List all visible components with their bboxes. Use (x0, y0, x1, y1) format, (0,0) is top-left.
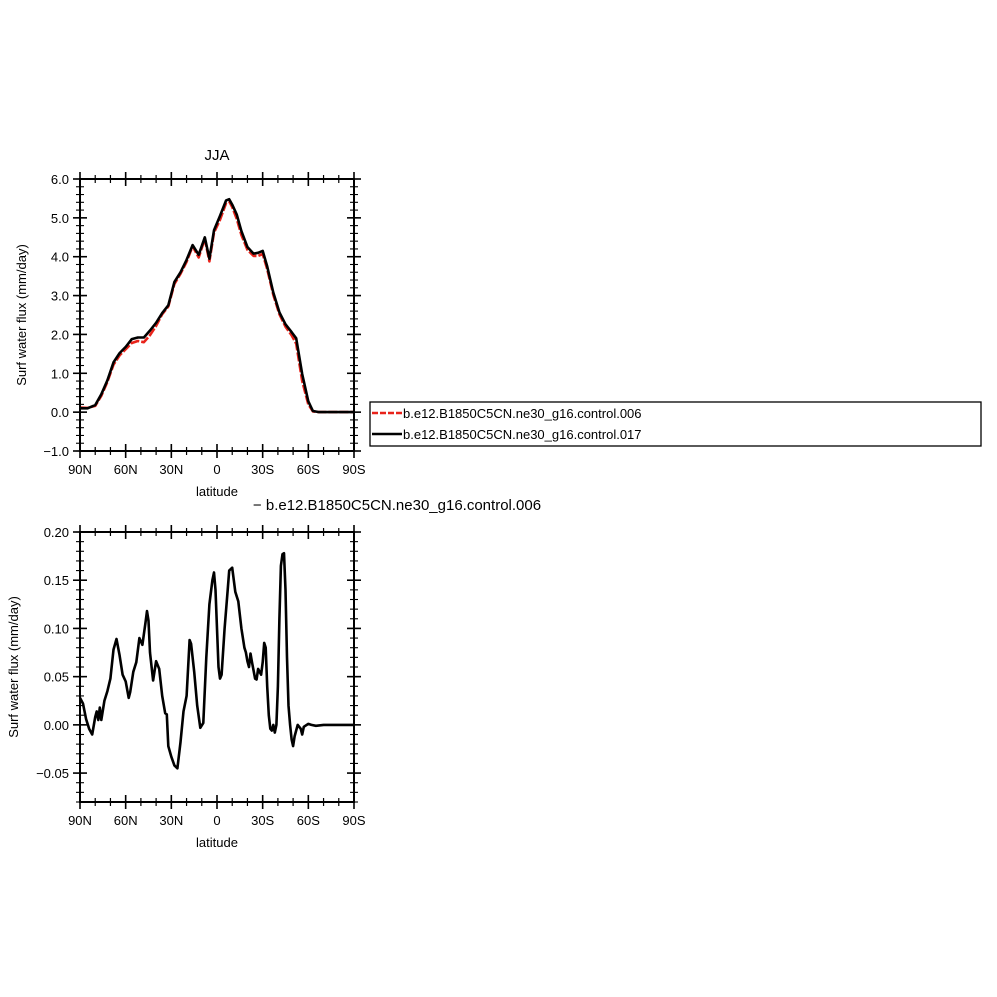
x-axis-label: latitude (196, 835, 238, 850)
plot-frame (79, 178, 355, 452)
y-axis-label: Surf water flux (mm/day) (6, 596, 21, 738)
x-tick-label: 30S (251, 813, 274, 828)
y-tick-label: 0.05 (44, 670, 69, 685)
y-tick-label: −1.0 (43, 444, 69, 459)
y-tick-label: 0.0 (51, 405, 69, 420)
x-tick-label: 30N (159, 462, 183, 477)
y-tick-label: −0.05 (36, 766, 69, 781)
y-axis-label: Surf water flux (mm/day) (14, 244, 29, 386)
y-tick-label: 0.10 (44, 621, 69, 636)
x-tick-label: 60N (114, 462, 138, 477)
series-line-2 (80, 197, 354, 414)
x-tick-label: 0 (213, 813, 220, 828)
x-tick-label: 60S (297, 462, 320, 477)
y-tick-label: 3.0 (51, 289, 69, 304)
legend: b.e12.B1850C5CN.ne30_g16.control.006 b.e1… (369, 401, 982, 447)
series-line-1 (78, 551, 354, 770)
y-tick-label: 0.15 (44, 573, 69, 588)
y-tick-label: 4.0 (51, 250, 69, 265)
y-tick-label: 6.0 (51, 172, 69, 187)
chart-title: − b.e12.B1850C5CN.ne30_g16.control.006 (253, 497, 541, 514)
x-tick-label: 0 (213, 462, 220, 477)
x-tick-label: 60N (114, 813, 138, 828)
chart-panel-1: JJA 90N 60N 30N 0 30S 60S 90S −1.0 0.0 1.0 2.0 3.0 4.… (14, 147, 982, 499)
y-tick-label: 5.0 (51, 211, 69, 226)
legend-label-2: b.e12.B1850C5CN.ne30_g16.control.017 (403, 427, 642, 442)
chart-panel-2: − b.e12.B1850C5CN.ne30_g16.control.006 90… (6, 497, 541, 850)
y-tick-label: 0.00 (44, 718, 69, 733)
legend-label-1: b.e12.B1850C5CN.ne30_g16.control.006 (403, 406, 642, 421)
x-tick-label: 30S (251, 462, 274, 477)
y-tick-label: 1.0 (51, 366, 69, 381)
x-axis-label: latitude (196, 484, 238, 499)
x-tick-label: 60S (297, 813, 320, 828)
plot-frame (79, 531, 355, 803)
series-line-1 (79, 200, 354, 414)
chart-title: JJA (204, 147, 229, 164)
legend-box (369, 401, 982, 447)
x-tick-label: 90S (342, 813, 365, 828)
x-tick-label: 90N (68, 813, 92, 828)
x-tick-label: 90S (342, 462, 365, 477)
y-tick-label: 0.20 (44, 525, 69, 540)
x-tick-label: 30N (159, 813, 183, 828)
x-tick-label: 90N (68, 462, 92, 477)
y-tick-label: 2.0 (51, 327, 69, 342)
